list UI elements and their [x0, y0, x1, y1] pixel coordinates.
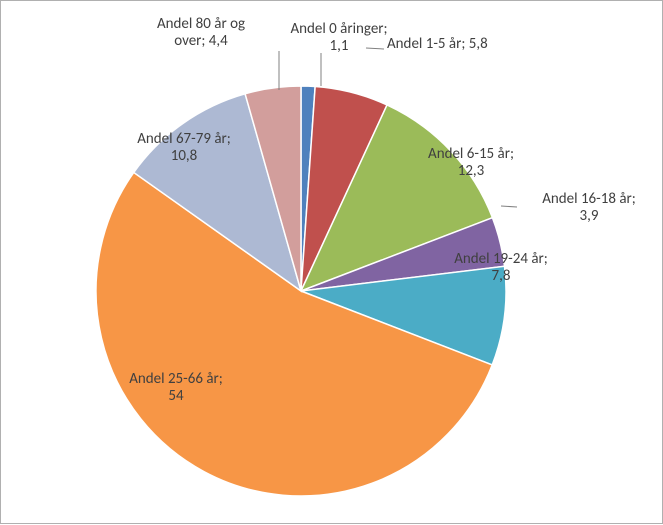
slice-label-4: Andel 19-24 år;7,8: [421, 251, 581, 286]
slice-label-7: Andel 80 år ogover; 4,4: [121, 16, 281, 51]
slice-label-1: Andel 1-5 år; 5,8: [387, 36, 547, 53]
slice-label-2: Andel 6-15 år;12,3: [401, 146, 541, 181]
slice-label-5: Andel 25-66 år;54: [96, 371, 256, 406]
slice-label-3: Andel 16-18 år;3,9: [519, 191, 659, 226]
slice-label-0: Andel 0 åringer;1,1: [279, 21, 399, 56]
slice-label-6: Andel 67-79 år;10,8: [109, 131, 259, 166]
leader-line-3: [501, 206, 517, 207]
chart-frame: Andel 0 åringer;1,1Andel 1-5 år; 5,8 Ande…: [0, 0, 663, 524]
